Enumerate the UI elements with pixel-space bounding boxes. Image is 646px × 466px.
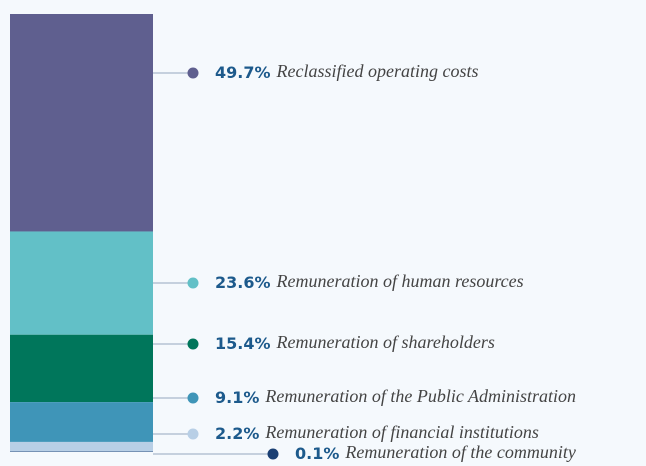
series-name: Remuneration of human resources [276,271,524,291]
legend-dot [187,67,199,79]
value-label: 2.2% [215,424,259,443]
series-name: Remuneration of shareholders [276,332,495,352]
value-label: 23.6% [215,273,271,292]
label: 15.4% Remuneration of shareholders [215,332,495,352]
series-name: Remuneration of the community [344,442,575,462]
value-label: 49.7% [215,63,271,82]
bar-segment [10,441,153,452]
legend-dot [267,448,279,460]
series-name: Remuneration of the Public Administratio… [264,386,576,406]
label: 9.1% Remuneration of the Public Administr… [215,386,576,406]
label: 23.6% Remuneration of human resources [215,271,524,291]
legend-dot [187,392,199,404]
bar-segment [10,231,153,335]
series-name: Remuneration of financial institutions [264,422,539,442]
label: 49.7% Reclassified operating costs [215,61,479,81]
label: 0.1% Remuneration of the community [295,442,576,462]
legend-dot [187,277,199,289]
legend-dot [187,338,199,350]
value-label: 0.1% [295,444,339,463]
value-label: 9.1% [215,388,259,407]
bar-segment [10,402,153,442]
bar-segment [10,334,153,403]
bar-segment [10,14,153,232]
value-label: 15.4% [215,334,271,353]
legend-dot [187,428,199,440]
series-name: Reclassified operating costs [276,61,479,81]
label: 2.2% Remuneration of financial institutio… [215,422,539,442]
